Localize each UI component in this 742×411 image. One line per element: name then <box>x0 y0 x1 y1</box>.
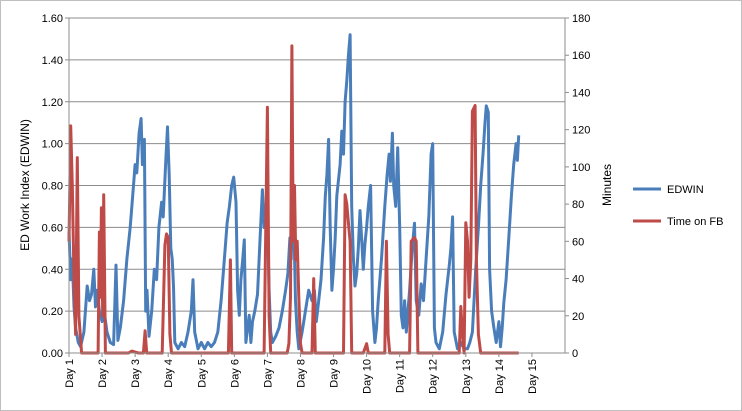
x-tick-label: Day 1 <box>64 359 76 388</box>
y-tick-label-left: 0.40 <box>42 264 63 276</box>
legend-label-edwin: EDWIN <box>667 184 704 196</box>
y-tick-label-right: 160 <box>572 50 590 62</box>
y-tick-label-right: 20 <box>572 311 584 323</box>
legend: EDWIN Time on FB <box>633 184 723 228</box>
y-axis-title-left: ED Work Index (EDWIN) <box>18 119 32 251</box>
y-tick-label-right: 80 <box>572 199 584 211</box>
x-tick-label: Day 9 <box>329 359 341 388</box>
y-tick-label-right: 180 <box>572 13 590 25</box>
series-layer <box>67 33 521 355</box>
y-tick-label-left: 1.40 <box>42 55 63 67</box>
legend-label-time-on-fb: Time on FB <box>667 216 723 228</box>
x-tick-label: Day 13 <box>461 359 473 394</box>
y-tick-label-left: 0.60 <box>42 222 63 234</box>
x-tick-label: Day 15 <box>527 359 539 394</box>
x-tick-label: Day 5 <box>196 359 208 388</box>
x-tick-label: Day 3 <box>130 359 142 388</box>
y-tick-label-right: 60 <box>572 236 584 248</box>
y-tick-label-right: 120 <box>572 125 590 137</box>
x-tick-label: Day 4 <box>163 359 175 388</box>
y-tick-label-left: 1.00 <box>42 139 63 151</box>
x-tick-label: Day 7 <box>262 359 274 388</box>
y-tick-label-right: 40 <box>572 274 584 286</box>
x-tick-label: Day 6 <box>229 359 241 388</box>
y-tick-label-right: 100 <box>572 162 590 174</box>
y-tick-label-left: 0.20 <box>42 306 63 318</box>
axis-layer: 0.00 0.20 0.40 0.60 0.80 1.00 1.20 1.40 1.60 0 20 4… <box>42 13 591 394</box>
series-line-time-on-fb <box>67 44 519 355</box>
x-tick-label: Day 11 <box>395 359 407 393</box>
x-tick-label: Day 8 <box>295 359 307 388</box>
y-tick-label-right: 140 <box>572 87 590 99</box>
y-axis-title-right: Minutes <box>600 164 614 206</box>
y-tick-label-left: 1.20 <box>42 97 63 109</box>
y-tick-label-left: 0.80 <box>42 181 63 193</box>
x-tick-label: Day 14 <box>494 359 506 394</box>
y-tick-label-right: 0 <box>572 348 578 360</box>
x-tick-label: Day 2 <box>97 359 109 388</box>
x-tick-label: Day 10 <box>362 359 374 394</box>
y-tick-label-left: 1.60 <box>42 13 63 25</box>
y-tick-label-left: 0.00 <box>42 348 63 360</box>
x-tick-label: Day 12 <box>428 359 440 394</box>
